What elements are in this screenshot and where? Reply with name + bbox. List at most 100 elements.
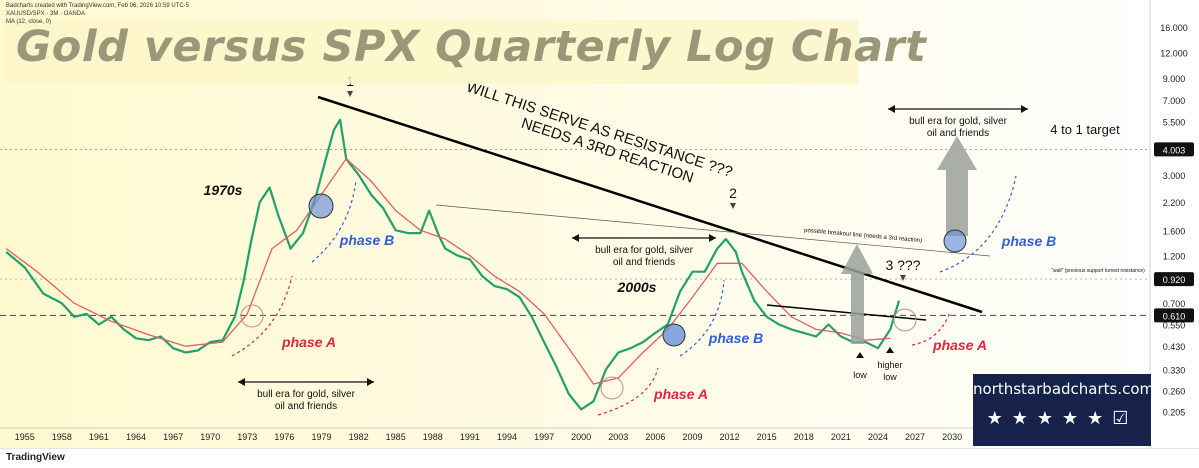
y-tick-label: 16.000 <box>1160 23 1188 33</box>
phase-b-label: phase B <box>708 330 763 346</box>
down-arrow-icon <box>730 203 736 209</box>
x-tick-label: 1967 <box>163 432 183 442</box>
x-tick-label: 1988 <box>423 432 443 442</box>
y-tick-label: 0.205 <box>1163 407 1186 417</box>
breakout-label: possible breakout line (needs a 3rd reac… <box>804 228 922 244</box>
up-arrow-icon <box>856 352 864 358</box>
highlight-circle <box>662 323 686 347</box>
trend-curve <box>939 175 1017 273</box>
brand-stars: ★★★★★☑ <box>986 408 1138 428</box>
bull-era-text: oil and friends <box>927 128 989 139</box>
bull-era-text: bull era for gold, silver <box>909 116 1007 127</box>
x-tick-label: 2021 <box>831 432 851 442</box>
footer-bar: TradingView <box>0 448 1199 468</box>
x-tick-label: 1976 <box>274 432 294 442</box>
x-tick-label: 2000 <box>571 432 591 442</box>
higher-low-label: low <box>883 372 897 382</box>
highlight-circle <box>943 229 967 253</box>
phase-a-label: phase A <box>653 386 708 402</box>
x-tick-label: 1979 <box>311 432 331 442</box>
x-tick-label: 2018 <box>794 432 814 442</box>
x-tick-label: 1961 <box>89 432 109 442</box>
x-tick-label: 1958 <box>52 432 72 442</box>
series-line <box>5 158 891 385</box>
y-tick-label: 0.260 <box>1163 387 1186 397</box>
bull-era-text: bull era for gold, silver <box>257 389 355 400</box>
breakout-line <box>435 204 991 257</box>
bull-era-text: bull era for gold, silver <box>595 245 693 256</box>
x-tick-label: 1991 <box>460 432 480 442</box>
right-arrow-icon <box>367 378 374 386</box>
up-arrow-icon <box>841 244 873 344</box>
x-tick-label: 1970 <box>200 432 220 442</box>
header-created: Badcharts created with TradingView.com, … <box>6 3 189 9</box>
peak-label: 3 ??? <box>885 257 920 273</box>
era-label: 2000s <box>617 279 657 295</box>
phase-a-label: phase A <box>281 334 336 350</box>
brand-box: northstarbadcharts.com ★★★★★☑ <box>973 374 1155 446</box>
x-tick-label: 2012 <box>720 432 740 442</box>
down-arrow-icon <box>347 91 353 97</box>
x-tick-label: 2027 <box>905 432 925 442</box>
trend-curve <box>679 279 725 357</box>
highlight-circle <box>240 304 264 328</box>
y-tick-label: 9.000 <box>1163 74 1186 84</box>
y-tick-label: 12.000 <box>1160 49 1188 59</box>
brand-name: northstarbadcharts.com <box>973 380 1155 398</box>
x-tick-label: 2009 <box>682 432 702 442</box>
y-tick-label: 0.700 <box>1163 299 1186 309</box>
x-tick-label: 2015 <box>757 432 777 442</box>
y-tick-label: 3.000 <box>1163 171 1186 181</box>
x-tick-label: 1985 <box>386 432 406 442</box>
left-arrow-icon <box>572 234 579 242</box>
phase-a-label: phase A <box>932 337 987 353</box>
bull-era-text: oil and friends <box>613 257 675 268</box>
y-tick-label: 0.330 <box>1163 366 1186 376</box>
x-tick-label: 2006 <box>645 432 665 442</box>
trend-curve <box>231 275 293 357</box>
phase-b-label: phase B <box>339 232 394 248</box>
x-tick-label: 2024 <box>868 432 888 442</box>
right-arrow-icon <box>1021 105 1028 113</box>
trend-curve <box>597 367 659 416</box>
y-tick-label: 1.600 <box>1163 226 1186 236</box>
left-arrow-icon <box>238 378 245 386</box>
x-tick-label: 1973 <box>237 432 257 442</box>
y-tick-label: 2.200 <box>1163 198 1186 208</box>
x-tick-label: 1994 <box>497 432 517 442</box>
y-tick-label: 4.003 <box>1163 145 1186 155</box>
left-arrow-icon <box>888 105 895 113</box>
era-label: 1970s <box>204 182 243 198</box>
trend-curve <box>911 311 951 346</box>
highlight-circle <box>308 193 334 219</box>
x-tick-label: 1955 <box>15 432 35 442</box>
highlight-circle <box>600 376 624 400</box>
tradingview-logo[interactable]: TradingView <box>6 452 65 463</box>
x-tick-label: 1964 <box>126 432 146 442</box>
up-arrow-icon <box>886 347 894 353</box>
wall-line <box>766 304 927 321</box>
header-ma: MA (12, close, 0) <box>6 19 52 25</box>
target-label: 4 to 1 target <box>1050 122 1120 137</box>
chart-title: Gold versus SPX Quarterly Log Chart <box>16 22 927 72</box>
y-tick-label: 0.430 <box>1163 342 1186 352</box>
x-tick-label: 2030 <box>942 432 962 442</box>
x-tick-label: 1997 <box>534 432 554 442</box>
y-tick-label: 1.200 <box>1163 252 1186 262</box>
series-line <box>5 118 901 411</box>
y-tick-label: 0.920 <box>1163 275 1186 285</box>
y-tick-label: 7.000 <box>1163 96 1186 106</box>
resistance-text: WILL THIS SERVE AS RESISTANCE ??? <box>464 79 734 181</box>
y-axis-panel <box>1150 0 1199 448</box>
x-tick-label: 2003 <box>608 432 628 442</box>
header-symbol: XAUUSD/SPX · 3M · OANDA <box>6 11 86 17</box>
title-background <box>6 20 858 84</box>
peak-label: 2 <box>729 185 737 201</box>
y-tick-label: 0.550 <box>1163 320 1186 330</box>
down-arrow-icon <box>900 275 906 281</box>
highlight-circle <box>893 308 917 332</box>
y-tick-label: 5.500 <box>1163 117 1186 127</box>
resistance-trendline <box>317 95 983 314</box>
